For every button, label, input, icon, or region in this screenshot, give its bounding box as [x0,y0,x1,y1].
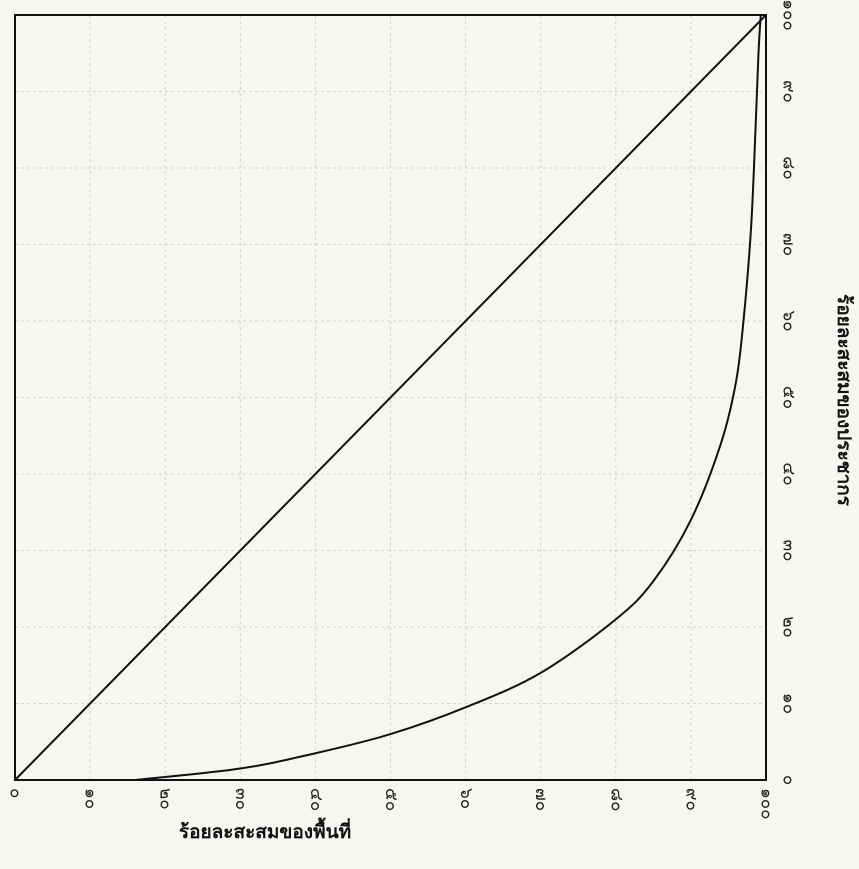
y-axis-title: ร้อยละสะสมของประชากร [833,294,855,507]
x-tick-label: ๗๐ [531,788,551,811]
x-tick-label: ๒๐ [156,788,176,810]
x-tick-label: ๔๐ [306,788,326,811]
x-tick-label: ๐ [6,788,26,798]
x-axis-title: ร้อยละสะสมของพื้นที่ [179,817,351,843]
y-tick-label: ๖๐ [779,310,799,331]
y-tick-label: ๐ [779,775,799,785]
x-tick-label: ๘๐ [606,788,626,812]
x-tick-label: ๑๐ [81,788,101,809]
y-tick-label: ๗๐ [779,233,799,256]
y-tick-label: ๒๐ [779,616,799,638]
y-tick-label: ๔๐ [779,462,799,485]
series-layer [14,14,767,781]
y-tick-label: ๕๐ [779,386,799,409]
y-tick-label: ๓๐ [779,540,799,562]
plot-frame [14,14,767,781]
lorenz-curve [135,14,762,781]
y-tick-label: ๑๐๐ [779,0,799,31]
x-tick-label: ๙๐ [681,788,701,811]
y-tick-labels: ๐ ๑๐ ๒๐ ๓๐ ๔๐ ๕๐ ๖๐ ๗๐ ๘๐ ๙๐ ๑๐๐ [779,0,799,785]
equality-line [14,14,767,781]
y-tick-label: ๙๐ [779,80,799,103]
grid-layer [15,15,766,780]
x-tick-label: ๕๐ [381,788,401,811]
y-tick-label: ๑๐ [779,693,799,714]
x-tick-label: ๑๐๐ [757,788,777,820]
y-tick-label: ๘๐ [779,156,799,180]
x-tick-label: ๓๐ [231,788,251,810]
x-tick-label: ๖๐ [456,788,476,809]
x-tick-labels: ๐ ๑๐ ๒๐ ๓๐ ๔๐ ๕๐ ๖๐ ๗๐ ๘๐ ๙๐ ๑๐๐ [6,788,777,820]
